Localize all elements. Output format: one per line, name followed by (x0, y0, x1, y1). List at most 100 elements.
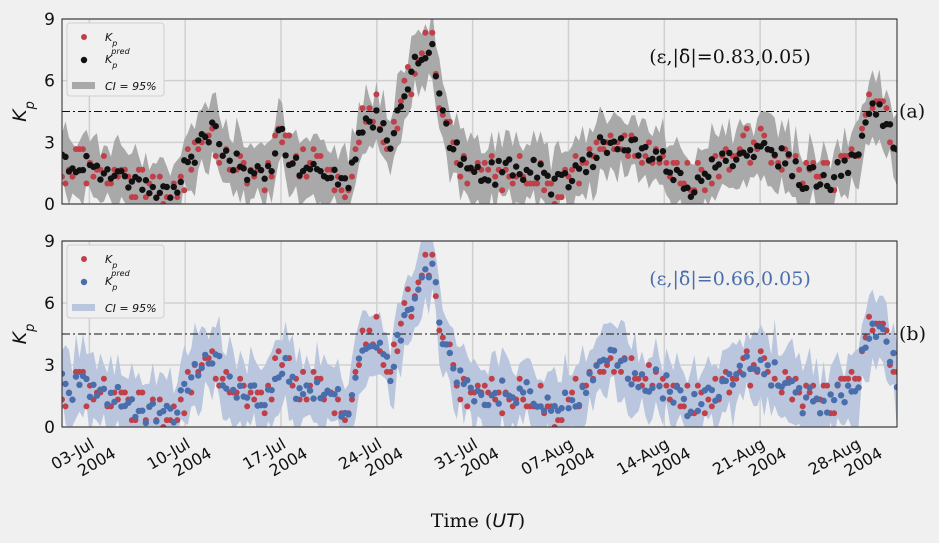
kp-predicted-point (303, 382, 310, 389)
kp-predicted-point (530, 156, 537, 164)
kp-predicted-point (366, 118, 373, 125)
kp-predicted-point (764, 361, 771, 369)
ci-band (62, 19, 897, 204)
kp-observed-point (789, 396, 796, 403)
kp-predicted-point (551, 402, 558, 410)
kp-predicted-point (771, 151, 778, 158)
kp-predicted-point (698, 400, 705, 408)
kp-predicted-point (429, 260, 436, 267)
kp-predicted-point (160, 407, 167, 415)
kp-predicted-point (834, 158, 841, 166)
kp-predicted-point (436, 319, 443, 326)
kp-observed-point (219, 375, 226, 382)
kp-observed-point (404, 63, 411, 70)
kp-observed-point (181, 410, 188, 417)
kp-predicted-point (813, 395, 820, 402)
kp-observed-point (62, 180, 69, 187)
kp-observed-point (743, 348, 750, 355)
kp-observed-point (673, 159, 680, 166)
kp-predicted-point (799, 410, 806, 417)
x-axis: 03-Jul2004 10-Jul2004 17-Jul2004 24-Jul2004… (48, 427, 886, 490)
kp-predicted-point (233, 150, 240, 157)
kp-predicted-point (352, 374, 359, 381)
y-tick-label: 6 (44, 294, 55, 314)
kp-predicted-point (121, 172, 129, 180)
kp-predicted-point (855, 384, 862, 391)
kp-predicted-point (705, 173, 712, 181)
x-tick-label: 24-Jul2004 (335, 427, 406, 490)
kp-observed-point (576, 180, 583, 187)
kp-predicted-point (488, 159, 495, 166)
kp-observed-point (611, 368, 618, 375)
panel-label: (a) (899, 101, 925, 123)
kp-predicted-point (495, 400, 502, 407)
kp-predicted-point (505, 156, 513, 163)
y-axis-label: Kp (9, 324, 38, 345)
kp-observed-point (429, 251, 436, 258)
kp-predicted-point (802, 184, 810, 192)
kp-predicted-point (837, 172, 845, 179)
kp-predicted-point (638, 371, 646, 378)
kp-predicted-point (865, 110, 873, 118)
kp-predicted-point (219, 152, 226, 159)
kp-observed-point (352, 368, 359, 375)
kp-predicted-point (471, 398, 478, 405)
kp-predicted-point (841, 398, 848, 406)
kp-predicted-point (736, 362, 743, 370)
kp-predicted-point (603, 357, 611, 365)
kp-observed-point (439, 334, 446, 341)
kp-predicted-point (694, 407, 702, 415)
kp-predicted-point (691, 189, 698, 196)
plot-frame (61, 18, 898, 205)
kp-predicted-point (768, 382, 775, 389)
kp-predicted-point (806, 384, 813, 391)
plot-frame (61, 240, 898, 428)
kp-predicted-point (450, 365, 457, 372)
kp-observed-point (488, 153, 495, 160)
kp-predicted-point (698, 177, 705, 185)
kp-predicted-point (782, 160, 789, 167)
kp-predicted-point (415, 286, 422, 293)
kp-predicted-point (659, 148, 667, 155)
kp-observed-point (845, 375, 852, 382)
kp-observed-point (408, 91, 415, 98)
kp-observed-point (300, 368, 307, 375)
kp-predicted-point (292, 154, 300, 161)
kp-predicted-point (516, 170, 523, 178)
kp-predicted-point (509, 394, 516, 401)
kp-observed-point (600, 368, 607, 375)
kp-predicted-point (886, 358, 894, 366)
kp-predicted-point (533, 174, 541, 181)
kp-observed-point (593, 139, 600, 146)
kp-predicted-point (62, 153, 69, 161)
kp-observed-point (509, 180, 516, 187)
kp-observed-point (261, 410, 268, 417)
kp-predicted-point (142, 419, 150, 427)
kp-predicted-point (233, 394, 240, 401)
kp-predicted-point (771, 359, 778, 366)
kp-predicted-point (418, 274, 426, 281)
kp-predicted-point (757, 356, 764, 364)
kp-observed-point (272, 132, 279, 139)
kp-observed-point (569, 166, 576, 173)
kp-observed-point (824, 159, 831, 166)
kp-observed-point (62, 396, 65, 403)
kp-observed-point (492, 173, 499, 180)
kp-predicted-point (376, 339, 384, 346)
kp-predicted-point (223, 385, 230, 392)
kp-predicted-point (565, 183, 572, 191)
kp-predicted-point (436, 90, 443, 97)
kp-observed-point (761, 132, 768, 139)
kp-predicted-point (719, 150, 726, 157)
kp-observed-point (390, 341, 397, 348)
kp-predicted-point (125, 184, 132, 191)
kp-predicted-point (614, 146, 621, 153)
kp-observed-point (848, 146, 855, 153)
kp-observed-point (492, 396, 499, 403)
panel-label: (b) (899, 323, 926, 345)
kp-predicted-point (722, 157, 730, 165)
kp-predicted-point (600, 138, 607, 146)
kp-predicted-point (411, 53, 419, 61)
kp-predicted-point (586, 370, 593, 377)
